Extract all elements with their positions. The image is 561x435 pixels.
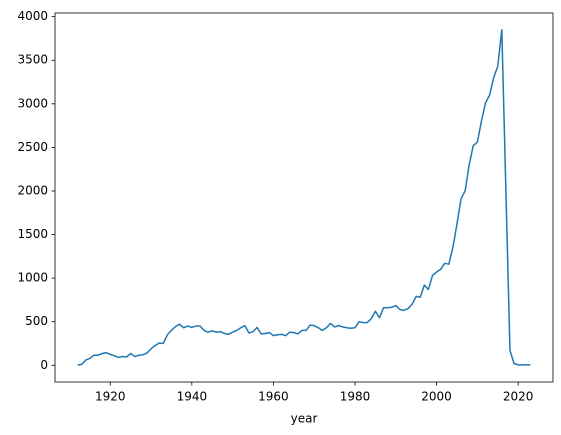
y-tick-label: 2500 <box>17 140 48 154</box>
y-tick-label: 4000 <box>17 9 48 23</box>
x-tick-label: 1960 <box>258 390 289 404</box>
y-tick-label: 500 <box>25 314 48 328</box>
y-tick-label: 1500 <box>17 227 48 241</box>
y-tick-label: 1000 <box>17 271 48 285</box>
x-axis-label: year <box>291 412 318 426</box>
x-tick-label: 1940 <box>177 390 208 404</box>
x-tick-label: 1980 <box>340 390 371 404</box>
x-tick-label: 2020 <box>503 390 534 404</box>
x-tick-label: 2000 <box>421 390 452 404</box>
axes-frame <box>54 12 554 383</box>
data-line <box>77 28 531 366</box>
y-tick-label: 0 <box>40 358 48 372</box>
y-tick-label: 2000 <box>17 183 48 197</box>
x-tick-label: 1920 <box>95 390 126 404</box>
y-tick-label: 3500 <box>17 53 48 67</box>
y-tick-label: 3000 <box>17 96 48 110</box>
